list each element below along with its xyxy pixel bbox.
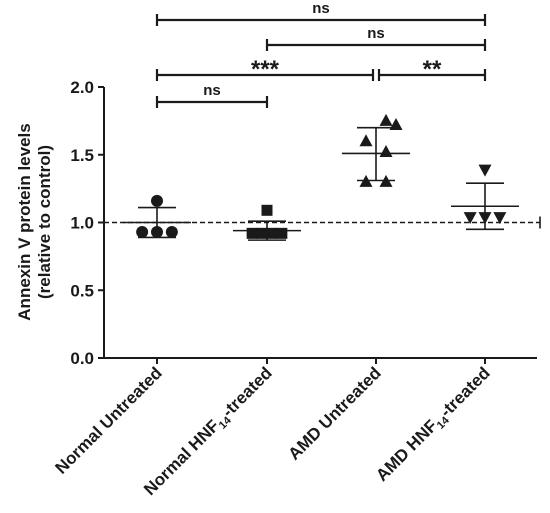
y-tick-label: 0.0 [70, 349, 94, 368]
data-point [266, 227, 278, 239]
data-point [246, 227, 258, 239]
data-point [256, 227, 268, 239]
mean-sd-bars [123, 126, 519, 241]
data-point [493, 212, 507, 225]
y-axis-title: Annexin V protein levels(relative to con… [15, 123, 54, 320]
x-tick-label: Normal Untreated [52, 363, 166, 477]
data-point [379, 145, 393, 158]
x-tick-label-text: -treated [218, 363, 276, 421]
x-tick-label-text: Normal HNF [140, 416, 223, 499]
significance-label: ns [312, 0, 330, 17]
data-point [151, 194, 163, 207]
data-point [359, 134, 373, 147]
x-tick-label: Normal HNF14-treated [140, 363, 278, 501]
y-tick-label: 1.0 [70, 214, 94, 233]
significance-label: ns [367, 25, 385, 42]
y-tick-label: 1.5 [70, 146, 94, 165]
x-tick-label: AMD HNF14-treated [372, 363, 496, 487]
y-tick-label: 0.5 [70, 281, 94, 300]
x-tick-label-text: -treated [436, 363, 494, 421]
data-points [136, 113, 507, 239]
data-point [463, 212, 477, 225]
y-tick-label: 2.0 [70, 78, 94, 97]
significance-label: ** [423, 56, 442, 83]
data-point [379, 113, 393, 126]
data-point [165, 225, 178, 238]
data-point [276, 227, 288, 239]
y-axis-title-line: Annexin V protein levels [15, 123, 34, 320]
data-point [261, 204, 273, 216]
axes: 0.0 0.5 1.0 1.5 2.0 [70, 78, 537, 368]
significance-label: *** [251, 56, 280, 83]
x-tick-label: AMD Untreated [285, 363, 385, 463]
significance-label: ns [203, 82, 221, 99]
x-tick-label-text: AMD HNF [372, 416, 441, 485]
data-point [136, 225, 149, 238]
y-axis-label: Annexin V protein levels(relative to con… [15, 123, 54, 320]
x-tick-label-text: Normal Untreated [52, 363, 166, 477]
data-point [478, 164, 492, 177]
x-tick-label-text: AMD Untreated [285, 363, 385, 463]
y-axis-title-line: (relative to control) [35, 145, 54, 299]
